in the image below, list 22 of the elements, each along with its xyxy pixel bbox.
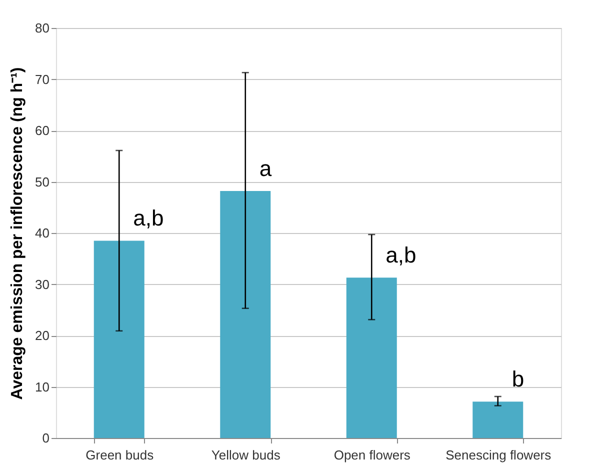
bar (220, 190, 271, 438)
y-tick-label: 20 (35, 328, 50, 343)
x-tick-label: Green buds (86, 448, 154, 462)
y-tick-label: 50 (35, 174, 50, 190)
bar (346, 278, 397, 438)
y-tick-label: 70 (35, 72, 50, 87)
x-tick-label: Open flowers (334, 448, 411, 462)
y-tick-label: 40 (35, 226, 50, 240)
y-tick-label: 60 (35, 123, 50, 138)
bar (94, 240, 144, 438)
x-tick-label: Senescing flowers (446, 448, 552, 462)
annotation: a,b (133, 206, 164, 231)
annotation: a,b (386, 242, 416, 268)
y-tick-label: 30 (35, 276, 50, 292)
y-tick-label: 80 (35, 20, 50, 36)
y-tick-label: 10 (35, 379, 50, 394)
y-axis-title: Average emission per inflorescence (ng h⁻¹) (9, 67, 26, 400)
x-tick-label: Yellow buds (211, 448, 281, 462)
annotation: a (259, 156, 272, 181)
bar (472, 402, 524, 438)
annotation: b (512, 366, 524, 392)
y-tick-label: 0 (42, 430, 50, 446)
